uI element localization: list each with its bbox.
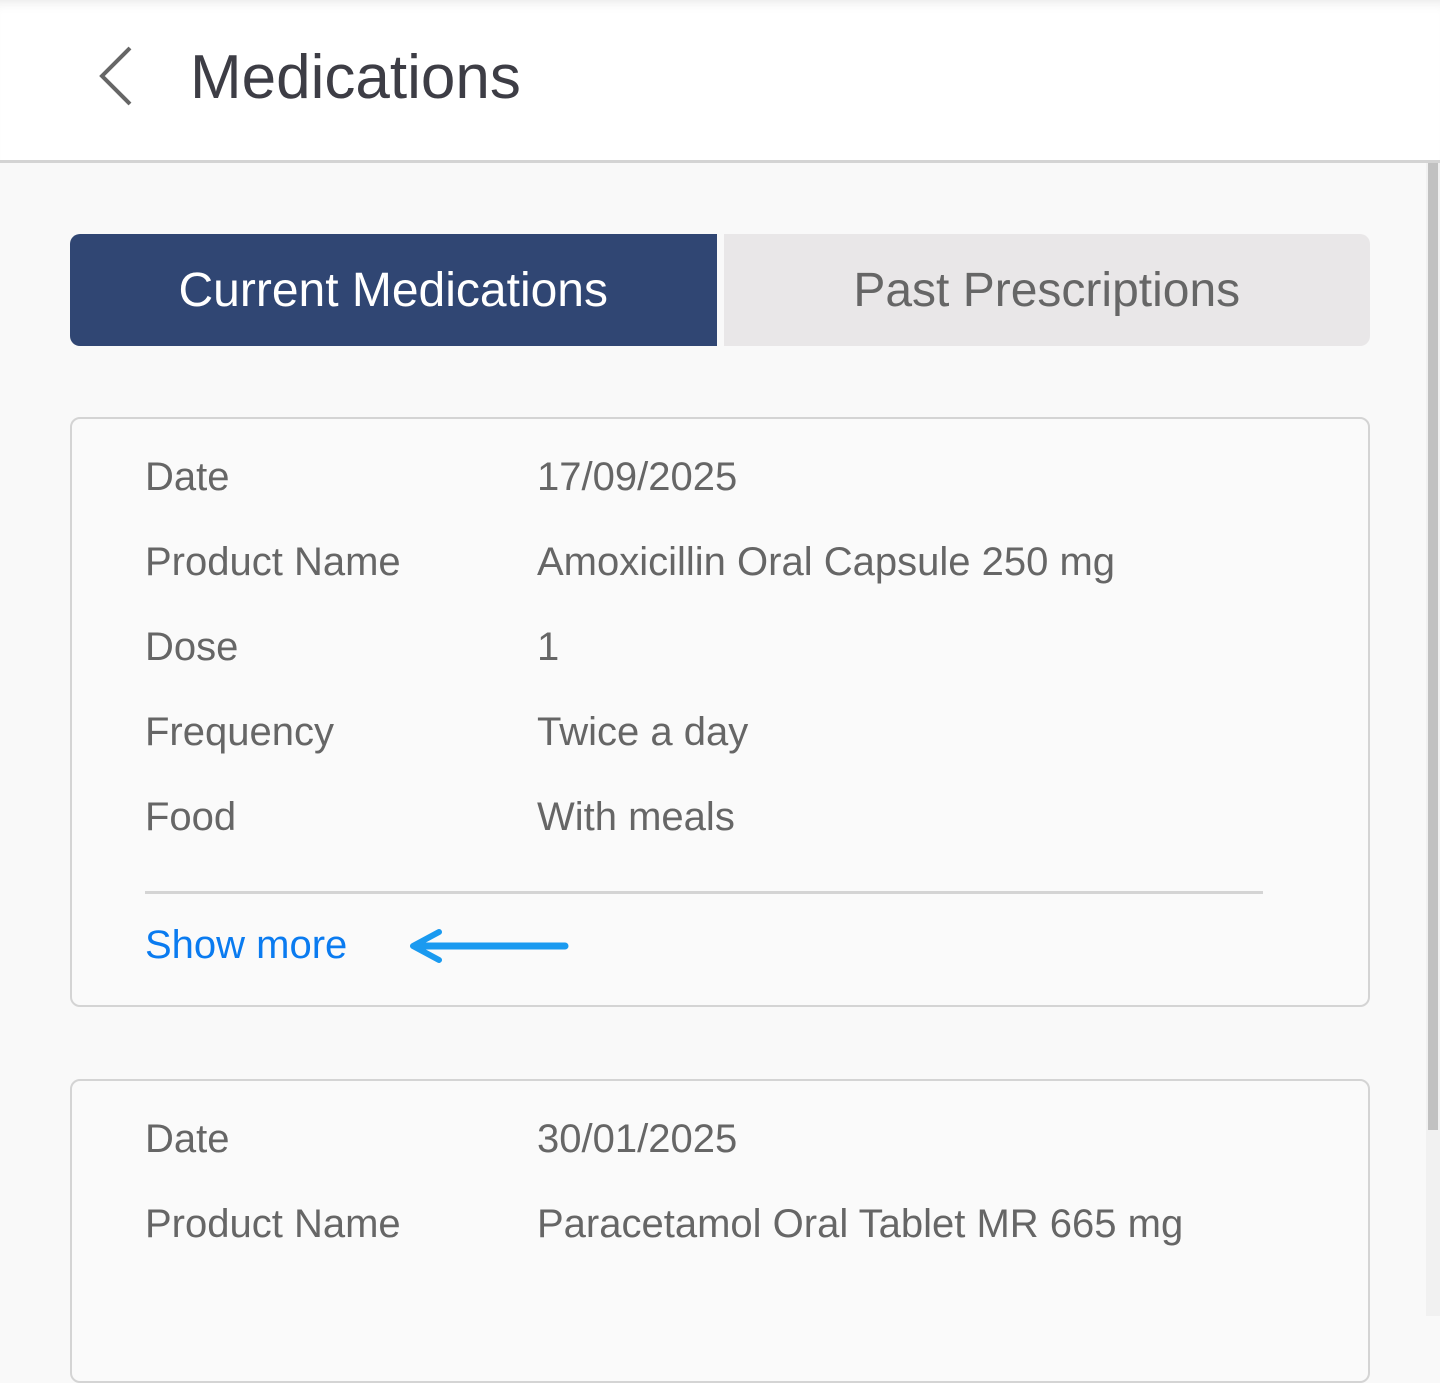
- row-value: 1: [537, 625, 560, 669]
- row-value: With meals: [537, 795, 735, 839]
- row-value: Amoxicillin Oral Capsule 250 mg: [537, 540, 1116, 584]
- row-label: Product Name: [145, 1202, 401, 1246]
- back-button[interactable]: [92, 44, 142, 108]
- row-value: Twice a day: [537, 710, 749, 754]
- detail-row-date: Date 30/01/2025: [145, 1111, 1368, 1168]
- detail-row-product-name: Product Name Amoxicillin Oral Capsule 250…: [145, 534, 1368, 591]
- row-value: 17/09/2025: [537, 455, 738, 499]
- tab-bar: Current Medications Past Prescriptions: [70, 234, 1370, 346]
- card-divider: [145, 891, 1263, 894]
- chevron-left-icon: [99, 46, 132, 106]
- scrollbar[interactable]: [1426, 163, 1440, 1316]
- medication-card: Date 30/01/2025 Product Name Paracetamol O…: [70, 1079, 1370, 1383]
- detail-row-product-name: Product Name Paracetamol Oral Tablet MR 6…: [145, 1196, 1368, 1253]
- row-label: Frequency: [145, 710, 334, 754]
- tab-current-medications[interactable]: Current Medications: [70, 234, 717, 346]
- show-more-link[interactable]: Show more: [145, 923, 348, 967]
- detail-row-frequency: Frequency Twice a day: [145, 704, 1368, 761]
- detail-row-date: Date 17/09/2025: [145, 449, 1368, 506]
- row-label: Date: [145, 455, 230, 499]
- row-label: Product Name: [145, 540, 401, 584]
- row-label: Date: [145, 1117, 230, 1161]
- detail-row-food: Food With meals: [145, 789, 1368, 846]
- detail-row-dose: Dose 1: [145, 619, 1368, 676]
- tab-past-prescriptions[interactable]: Past Prescriptions: [723, 234, 1370, 346]
- annotation-arrow-icon: [410, 929, 569, 963]
- app-header: Medications: [0, 0, 1440, 163]
- row-label: Food: [145, 795, 237, 839]
- medication-card: Date 17/09/2025 Product Name Amoxicillin O…: [70, 417, 1370, 1007]
- page-title: Medications: [190, 43, 521, 112]
- scrollbar-thumb[interactable]: [1428, 163, 1438, 1130]
- row-label: Dose: [145, 625, 239, 669]
- row-value: 30/01/2025: [537, 1117, 738, 1161]
- row-value: Paracetamol Oral Tablet MR 665 mg: [537, 1202, 1184, 1246]
